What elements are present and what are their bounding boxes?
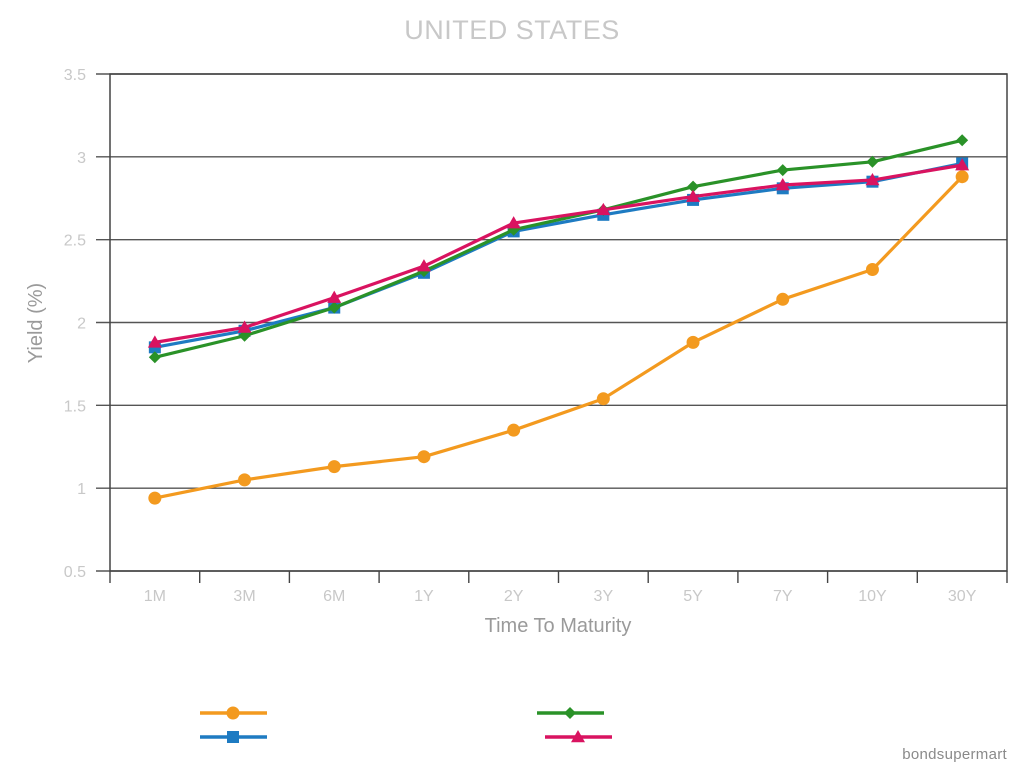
data-point-diamond: [328, 301, 341, 314]
data-point-triangle: [327, 290, 342, 303]
x-tick-marks: [109, 571, 1008, 583]
legend-marker-diamond: [564, 707, 576, 719]
legend[interactable]: [200, 706, 612, 744]
series-square: [148, 157, 969, 354]
x-tick-label: 10Y: [858, 588, 887, 605]
data-point-triangle: [686, 189, 701, 202]
chart-title: UNITED STATES: [404, 15, 620, 45]
y-tick-label: 3.5: [64, 67, 86, 84]
series-layer: [147, 134, 970, 505]
legend-item-square[interactable]: [200, 731, 267, 743]
data-point-circle: [776, 292, 790, 306]
series-circle: [148, 170, 969, 505]
y-tick-label: 3: [77, 150, 86, 167]
data-point-diamond: [148, 351, 161, 364]
x-tick-label: 6M: [323, 588, 345, 605]
data-point-circle: [238, 473, 252, 487]
x-tick-label: 3M: [233, 588, 255, 605]
x-axis-label: Time To Maturity: [485, 615, 632, 637]
series-line: [154, 161, 963, 349]
data-point-triangle: [955, 158, 970, 171]
y-tick-label: 2.5: [64, 233, 86, 250]
series-line: [154, 175, 964, 500]
legend-marker-triangle: [571, 730, 585, 743]
legend-marker-square: [227, 731, 239, 743]
data-point-circle: [148, 491, 162, 505]
x-tick-label: 3Y: [594, 588, 614, 605]
data-point-diamond: [238, 329, 251, 342]
y-tick-label: 1: [77, 481, 86, 498]
y-tick-label: 1.5: [64, 398, 86, 415]
data-point-circle: [327, 460, 341, 474]
legend-item-triangle[interactable]: [545, 730, 612, 743]
series-diamond: [148, 134, 969, 364]
data-point-circle: [507, 423, 521, 437]
source-credit: bondsupermart: [902, 746, 1007, 763]
data-point-triangle: [237, 320, 252, 333]
data-point-circle: [596, 392, 610, 406]
x-tick-label: 1Y: [414, 588, 434, 605]
data-point-diamond: [687, 180, 700, 193]
x-tick-label: 7Y: [773, 588, 793, 605]
y-tick-label: 2: [77, 316, 86, 333]
y-tick-label: 0.5: [64, 564, 86, 581]
data-point-triangle: [775, 177, 790, 191]
data-point-triangle: [865, 173, 880, 186]
data-point-diamond: [866, 155, 879, 168]
data-point-diamond: [956, 134, 969, 147]
data-point-triangle: [416, 259, 431, 272]
data-point-circle: [417, 450, 431, 464]
data-point-triangle: [596, 202, 611, 216]
grid-lines: [96, 73, 1007, 572]
data-point-circle: [686, 335, 700, 349]
plot-frame: [109, 73, 1008, 572]
x-tick-label: 2Y: [504, 588, 524, 605]
legend-item-diamond[interactable]: [537, 707, 604, 719]
data-point-triangle: [506, 216, 521, 229]
series-line: [154, 138, 963, 359]
legend-item-circle[interactable]: [200, 706, 267, 720]
y-axis-label: Yield (%): [25, 283, 47, 363]
legend-marker-circle: [226, 706, 240, 720]
x-tick-label: 5Y: [683, 588, 703, 605]
x-tick-label: 30Y: [948, 588, 977, 605]
data-point-circle: [955, 170, 969, 184]
series-line: [154, 163, 963, 344]
series-triangle: [147, 158, 970, 348]
data-point-circle: [865, 262, 879, 276]
data-point-diamond: [776, 164, 789, 177]
x-tick-labels: 1M 3M 6M 1Y 2Y 3Y 5Y 7Y 10Y 30Y: [144, 588, 977, 605]
y-tick-labels: 0.5 1 1.5 2 2.5 3 3.5: [64, 67, 86, 581]
x-tick-label: 1M: [144, 588, 166, 605]
data-point-triangle: [147, 335, 162, 348]
